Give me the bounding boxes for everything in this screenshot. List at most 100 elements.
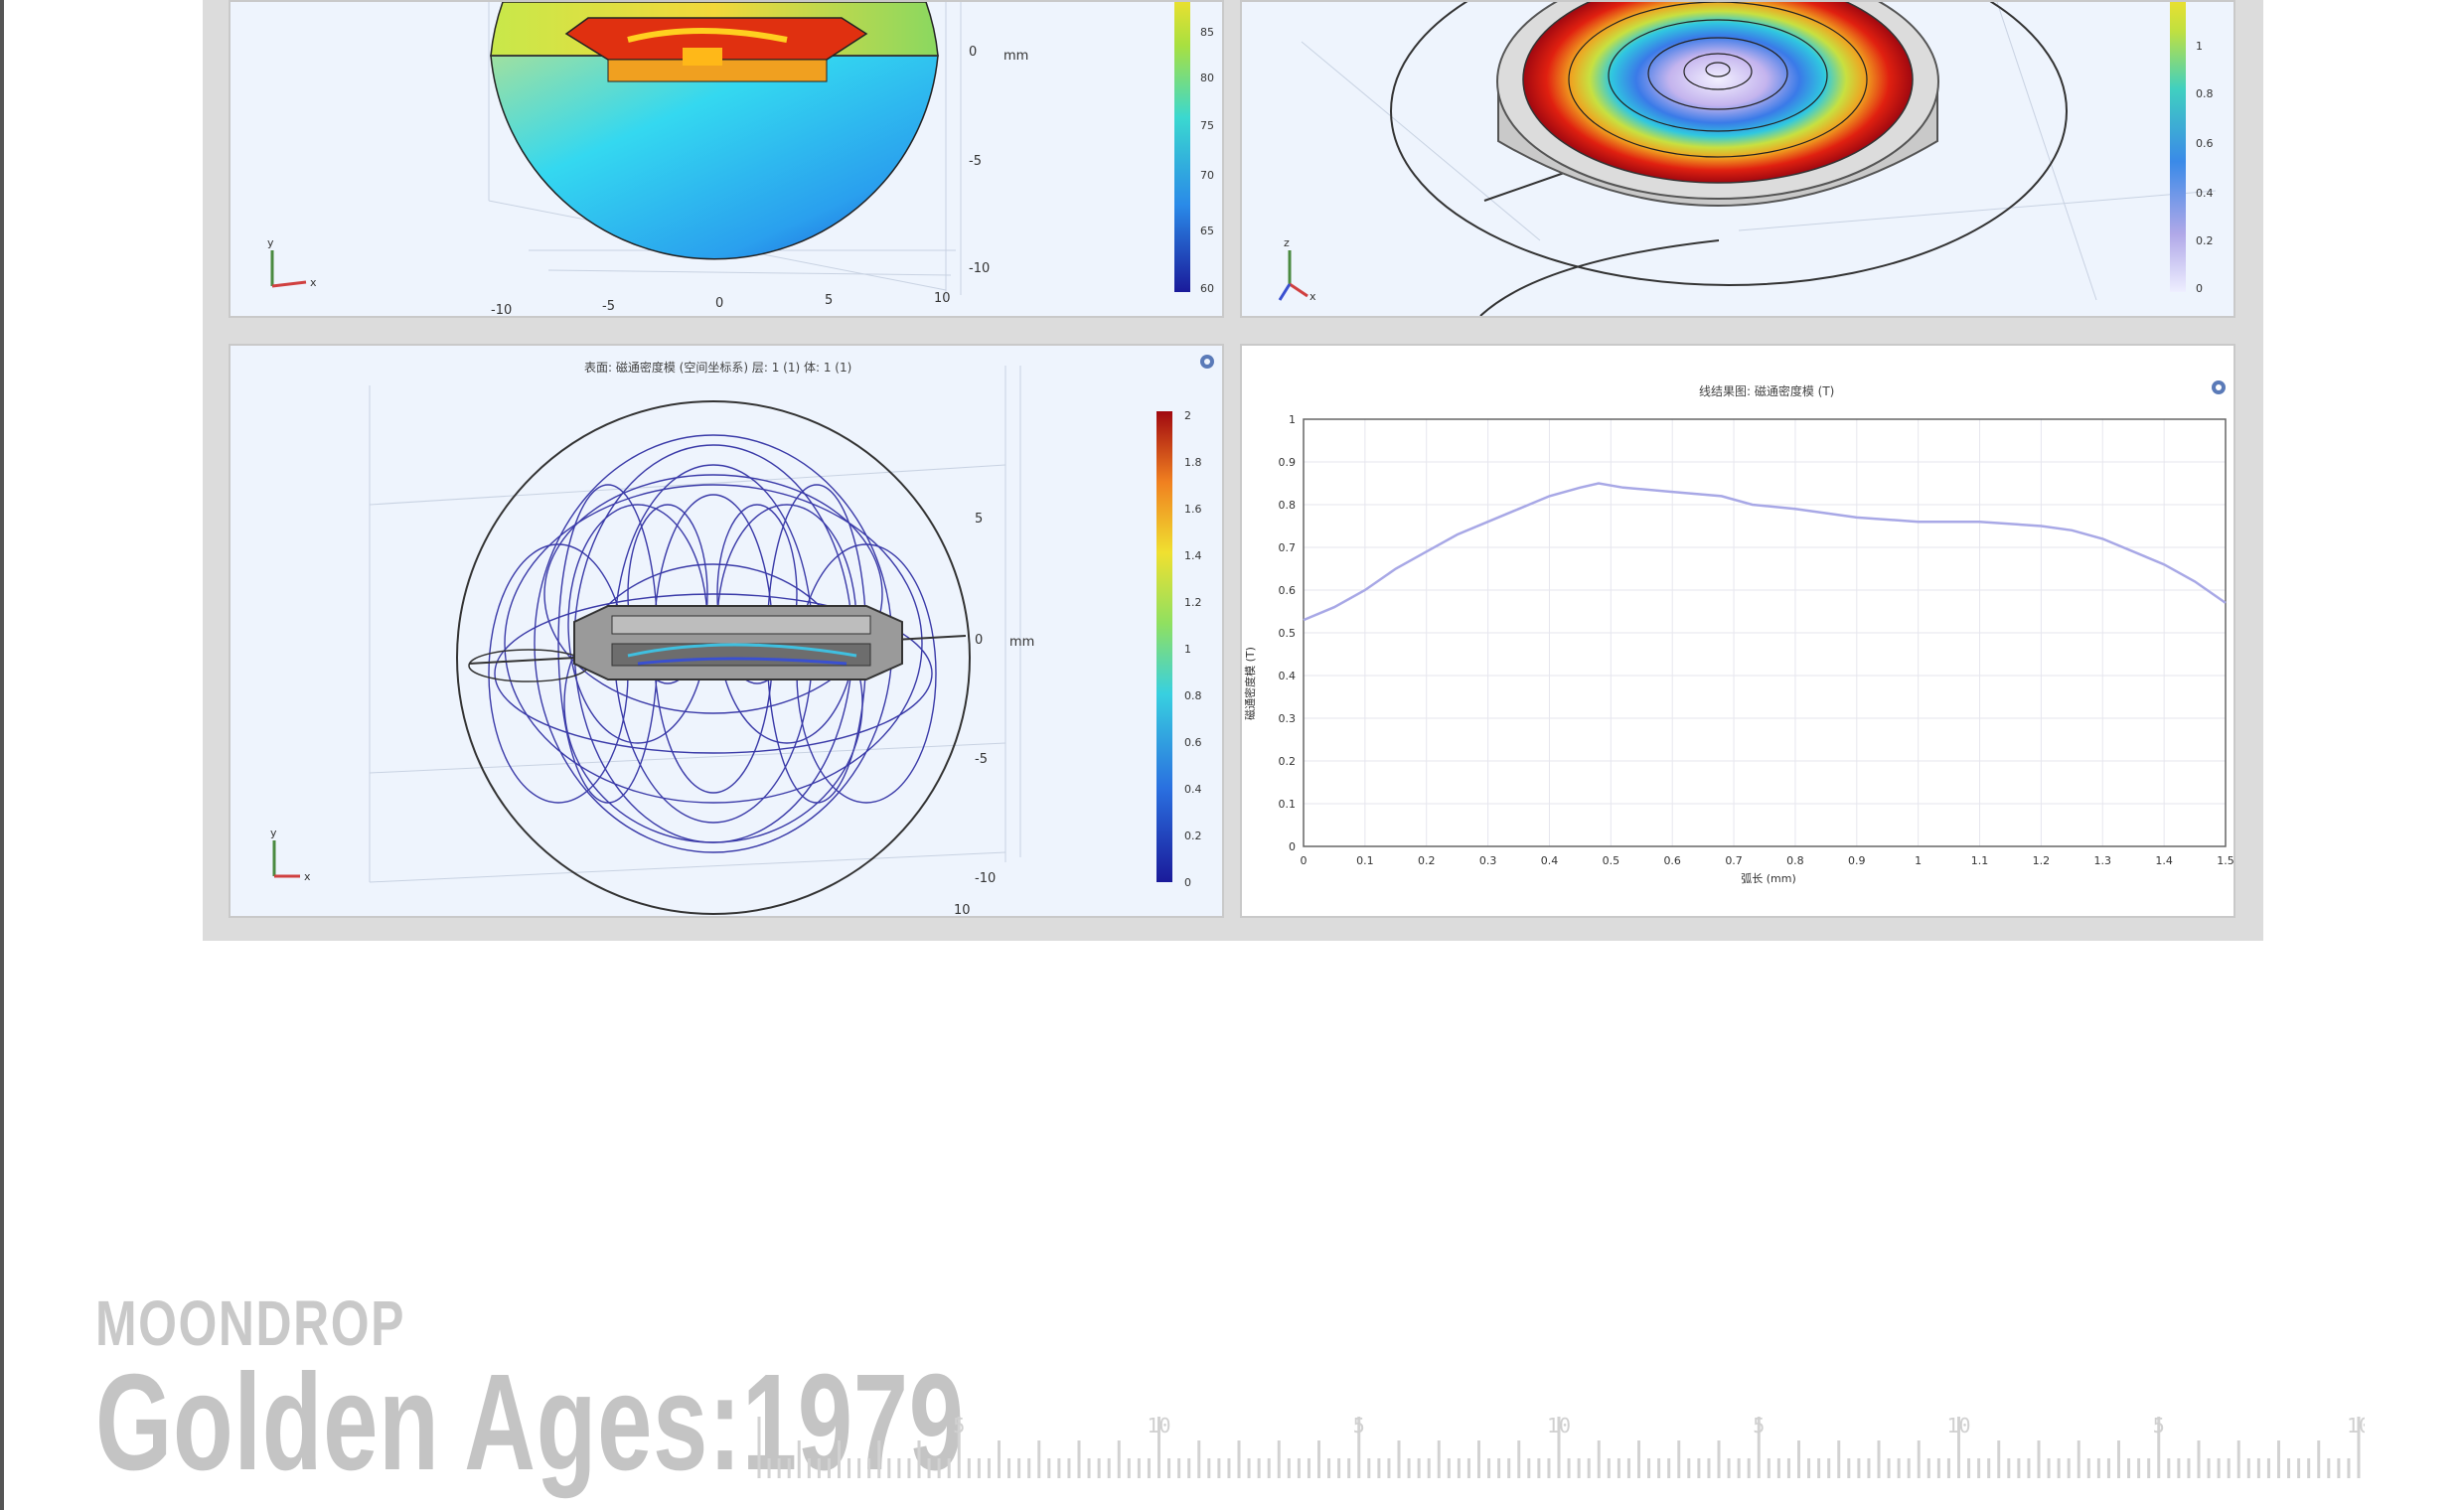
tick-horizontal: 10	[934, 291, 951, 306]
colorbar-tick: 0.6	[2196, 137, 2214, 150]
simulation-figure-grid: 0 mm -5 -10 -10 -5 0 5 10 y x 85 80 75 7…	[203, 0, 2263, 941]
x-tick-label: 1	[1915, 854, 1922, 867]
colorbar-tick: 0	[2196, 282, 2203, 295]
colorbar-tick: 0.8	[1184, 689, 1202, 702]
air-domain-outline	[456, 400, 971, 915]
x-tick-label: 0.1	[1356, 854, 1374, 867]
colorbar-tick: 85	[1200, 26, 1214, 39]
brand-logo: MOONDROP	[95, 1287, 405, 1359]
colorbar-tick: 1.2	[1184, 596, 1202, 609]
timeline-ruler: 5 10 5 10 5 10 5 10	[757, 1414, 2365, 1478]
x-tick-label: 1.3	[2094, 854, 2112, 867]
x-tick-label: 0.2	[1418, 854, 1436, 867]
x-tick-label: 0.6	[1663, 854, 1681, 867]
colorbar-tick: 70	[1200, 169, 1214, 182]
y-tick-label: 0.7	[1279, 541, 1297, 554]
x-tick-label: 0.5	[1603, 854, 1620, 867]
colorbar-tick: 65	[1200, 225, 1214, 237]
contour-lines	[1568, 2, 1868, 158]
colorbar-tick: 0.6	[1184, 736, 1202, 749]
x-tick-label: 0.7	[1725, 854, 1743, 867]
x-tick-label: 1.4	[2155, 854, 2173, 867]
flux-colorbar	[1156, 411, 1172, 882]
triad-label: y	[267, 236, 274, 249]
y-axis-label: 磁通密度模 (T)	[1243, 647, 1257, 720]
colorbar-tick: 1	[2196, 40, 2203, 53]
chart-title: 线结果图: 磁通密度模 (T)	[1699, 383, 1834, 398]
window-edge	[0, 0, 4, 1510]
displacement-colorbar	[2170, 2, 2186, 292]
tick-horizontal: 5	[825, 293, 833, 308]
driver-hot-core	[564, 17, 868, 82]
y-tick-label: 0.6	[1279, 584, 1297, 597]
settings-icon[interactable]	[1200, 355, 1214, 369]
y-tick-label: 0.5	[1279, 627, 1297, 640]
ruler-label: 5	[953, 1414, 965, 1437]
ruler-label: 10	[2347, 1414, 2365, 1437]
panel-line-plot: 线结果图: 磁通密度模 (T) 磁通密度模 (T) 弧长 (mm) 0 0.1 0.…	[1240, 344, 2235, 918]
tick-horizontal: -10	[491, 303, 512, 316]
x-tick-label: 0.8	[1786, 854, 1804, 867]
triad-label: y	[270, 827, 277, 839]
tick-vertical: -10	[969, 261, 990, 276]
tick-horizontal: 0	[715, 296, 723, 311]
tick-vertical: 0	[975, 633, 983, 648]
x-tick-label: 0.3	[1479, 854, 1497, 867]
triad-label: z	[1284, 236, 1290, 249]
driver-assembly	[573, 605, 903, 680]
axis-unit-label: mm	[1009, 635, 1034, 650]
ruler-label: 10	[1946, 1414, 1970, 1437]
x-tick-label: 1.1	[1971, 854, 1989, 867]
colorbar-tick: 1.6	[1184, 503, 1202, 516]
tick-horizontal: 10	[954, 903, 971, 916]
colorbar-tick: 0	[1184, 876, 1191, 889]
colorbar-tick: 0.4	[1184, 783, 1202, 796]
y-tick-label: 0.1	[1279, 798, 1297, 811]
colorbar-tick: 2	[1184, 409, 1191, 422]
y-tick-label: 0.2	[1279, 755, 1297, 768]
settings-icon[interactable]	[2212, 380, 2226, 394]
y-tick-label: 0.9	[1279, 456, 1297, 469]
x-tick-label: 1.2	[2033, 854, 2050, 867]
ruler-label: 10	[1547, 1414, 1571, 1437]
colorbar-ticks: 2 1.8 1.6 1.4 1.2 1 0.8 0.6 0.4 0.2 0	[1184, 409, 1202, 889]
colorbar-tick: 80	[1200, 72, 1214, 84]
colorbar-tick: 0.2	[2196, 234, 2214, 247]
tick-vertical: -5	[969, 154, 982, 169]
colorbar-tick: 1.4	[1184, 549, 1202, 562]
x-tick-label: 1.5	[2217, 854, 2233, 867]
series-line	[1303, 482, 2227, 622]
colorbar-tick: 75	[1200, 119, 1214, 132]
ruler-label: 5	[1353, 1414, 1365, 1437]
tick-vertical: -10	[975, 871, 996, 886]
plot-title: 表面: 磁通密度模 (空间坐标系) 层: 1 (1) 体: 1 (1)	[584, 360, 851, 375]
colorbar-tick: 0.2	[1184, 830, 1202, 842]
ruler-label: 5	[2153, 1414, 2165, 1437]
y-tick-label: 0.4	[1279, 670, 1297, 682]
tick-vertical: 0	[969, 45, 977, 60]
axis-triad	[270, 250, 307, 288]
ruler-label: 5	[1753, 1414, 1765, 1437]
x-tick-label: 0.9	[1848, 854, 1866, 867]
colorbar-tick: 0.8	[2196, 87, 2214, 100]
tick-vertical: 5	[975, 512, 983, 527]
x-tick-label: 0	[1301, 854, 1308, 867]
y-tick-label: 0.8	[1279, 499, 1297, 512]
triad-label: x	[310, 276, 317, 289]
y-tick-label: 0.3	[1279, 712, 1297, 725]
tick-vertical: -5	[975, 752, 988, 767]
triad-label: x	[304, 870, 311, 883]
panel-magnetic-flux-plot: 表面: 磁通密度模 (空间坐标系) 层: 1 (1) 体: 1 (1)	[229, 344, 1224, 918]
panel-displacement-plot: z x 1 0.8 0.6 0.4 0.2 0	[1240, 0, 2235, 318]
y-tick-label: 0	[1289, 840, 1296, 853]
ruler-label: 10	[1147, 1414, 1170, 1437]
temperature-colorbar	[1174, 2, 1190, 292]
colorbar-tick: 0.4	[2196, 187, 2214, 200]
colorbar-tick: 60	[1200, 282, 1214, 295]
x-axis-label: 弧长 (mm)	[1741, 871, 1796, 885]
plot-area-frame	[1303, 418, 2227, 847]
triad-label: x	[1309, 290, 1316, 303]
panel-temperature-plot: 0 mm -5 -10 -10 -5 0 5 10 y x 85 80 75 7…	[229, 0, 1224, 318]
sphere-lower-half	[490, 55, 939, 260]
flux-density-line-chart: 线结果图: 磁通密度模 (T) 磁通密度模 (T) 弧长 (mm) 0 0.1 0.…	[1243, 380, 2233, 885]
